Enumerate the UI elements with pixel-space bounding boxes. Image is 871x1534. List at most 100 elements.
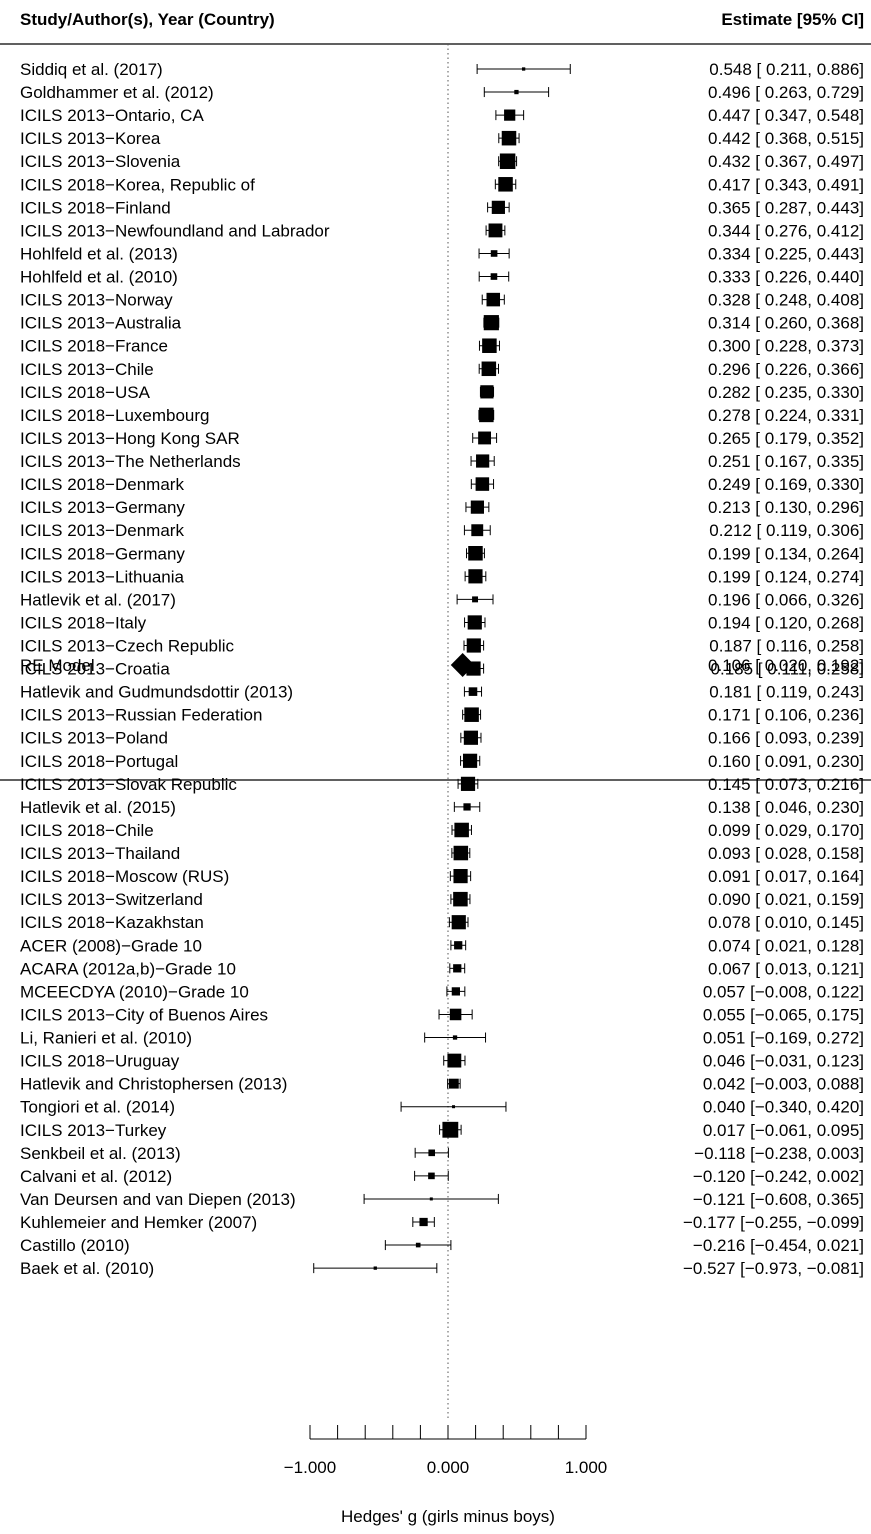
study-row: Hatlevik et al. (2017) 0.196 [ 0.066, 0.3… bbox=[20, 590, 864, 609]
study-row: ICILS 2013−Croatia 0.185 [ 0.111, 0.258] bbox=[20, 660, 864, 679]
study-label: ICILS 2013−Hong Kong SAR bbox=[20, 429, 240, 448]
estimate-point bbox=[490, 273, 498, 280]
study-label: ICILS 2013−Australia bbox=[20, 314, 182, 333]
estimate-ci-text: 0.282 [ 0.235, 0.330] bbox=[708, 383, 864, 402]
estimate-point bbox=[466, 638, 481, 653]
estimate-ci-text: 0.078 [ 0.010, 0.145] bbox=[708, 913, 864, 932]
estimate-point bbox=[475, 477, 490, 491]
study-label: ICILS 2013−The Netherlands bbox=[20, 452, 241, 471]
study-row: ICILS 2013−Poland 0.166 [ 0.093, 0.239] bbox=[20, 729, 864, 748]
study-row: Hohlfeld et al. (2013) 0.334 [ 0.225, 0.4… bbox=[20, 244, 864, 263]
x-tick-label: 1.000 bbox=[565, 1458, 608, 1477]
study-label: ICILS 2018−Moscow (RUS) bbox=[20, 867, 229, 886]
study-row: MCEECDYA (2010)−Grade 10 0.057 [−0.008, 0… bbox=[20, 982, 864, 1001]
estimate-ci-text: 0.334 [ 0.225, 0.443] bbox=[708, 244, 864, 263]
study-label: ICILS 2013−Croatia bbox=[20, 660, 170, 679]
study-row: ICILS 2018−Chile 0.099 [ 0.029, 0.170] bbox=[20, 821, 864, 840]
study-row: Senkbeil et al. (2013) −0.118 [−0.238, 0.… bbox=[20, 1144, 864, 1163]
summary-label: RE Model bbox=[20, 656, 95, 675]
study-row: Siddiq et al. (2017) 0.548 [ 0.211, 0.886… bbox=[20, 60, 864, 79]
study-row: Goldhammer et al. (2012) 0.496 [ 0.263, 0… bbox=[20, 83, 864, 102]
study-row: ICILS 2018−Kazakhstan 0.078 [ 0.010, 0.14… bbox=[20, 913, 864, 932]
estimate-point bbox=[449, 1008, 462, 1021]
x-tick-label: 0.000 bbox=[427, 1458, 470, 1477]
estimate-point bbox=[453, 845, 469, 861]
study-row: Tongiori et al. (2014) 0.040 [−0.340, 0.4… bbox=[20, 1098, 864, 1117]
study-row: ICILS 2013−Lithuania 0.199 [ 0.124, 0.274… bbox=[20, 567, 864, 586]
study-row: ICILS 2018−France 0.300 [ 0.228, 0.373] bbox=[20, 337, 864, 356]
estimate-point bbox=[463, 803, 471, 811]
estimate-ci-text: 0.296 [ 0.226, 0.366] bbox=[708, 360, 864, 379]
study-row: ICILS 2018−USA 0.282 [ 0.235, 0.330] bbox=[20, 383, 864, 402]
estimate-point bbox=[448, 1078, 459, 1089]
estimate-point bbox=[486, 292, 501, 307]
estimate-point bbox=[468, 546, 483, 561]
study-label: ICILS 2013−Slovenia bbox=[20, 152, 181, 171]
study-label: Tongiori et al. (2014) bbox=[20, 1098, 175, 1117]
study-row: ICILS 2013−Korea 0.442 [ 0.368, 0.515] bbox=[20, 129, 864, 148]
study-label: ICILS 2013−Lithuania bbox=[20, 567, 185, 586]
study-label: Hatlevik et al. (2017) bbox=[20, 590, 176, 609]
estimate-ci-text: 0.496 [ 0.263, 0.729] bbox=[708, 83, 864, 102]
estimate-point bbox=[460, 776, 476, 791]
study-row: ICILS 2013−Australia 0.314 [ 0.260, 0.368… bbox=[20, 314, 864, 333]
study-row: ICILS 2018−Moscow (RUS) 0.091 [ 0.017, 0.… bbox=[20, 867, 864, 886]
study-label: Kuhlemeier and Hemker (2007) bbox=[20, 1213, 257, 1232]
study-label: ICILS 2018−Uruguay bbox=[20, 1052, 180, 1071]
estimate-point bbox=[373, 1266, 377, 1270]
study-label: ICILS 2018−Italy bbox=[20, 613, 147, 632]
study-label: ICILS 2013−Denmark bbox=[20, 521, 184, 540]
estimate-point bbox=[428, 1149, 436, 1157]
estimate-ci-text: 0.171 [ 0.106, 0.236] bbox=[708, 706, 864, 725]
study-label: Van Deursen and van Diepen (2013) bbox=[20, 1190, 296, 1209]
study-label: Castillo (2010) bbox=[20, 1236, 130, 1255]
estimate-ci-text: 0.314 [ 0.260, 0.368] bbox=[708, 314, 864, 333]
study-label: ACER (2008)−Grade 10 bbox=[20, 936, 202, 955]
x-tick-label: −1.000 bbox=[284, 1458, 336, 1477]
study-label: ICILS 2013−Russian Federation bbox=[20, 706, 262, 725]
estimate-point bbox=[501, 130, 517, 146]
estimate-point bbox=[467, 615, 482, 630]
x-axis-label: Hedges' g (girls minus boys) bbox=[341, 1507, 555, 1526]
estimate-ci-text: 0.090 [ 0.021, 0.159] bbox=[708, 890, 864, 909]
study-label: Hatlevik et al. (2015) bbox=[20, 798, 176, 817]
study-row: ICILS 2018−Korea, Republic of 0.417 [ 0.3… bbox=[20, 175, 864, 194]
study-label: ICILS 2013−Poland bbox=[20, 729, 168, 748]
estimate-ci-text: −0.118 [−0.238, 0.003] bbox=[694, 1144, 864, 1163]
study-label: ICILS 2013−Chile bbox=[20, 360, 154, 379]
estimate-ci-text: 0.447 [ 0.347, 0.548] bbox=[708, 106, 864, 125]
study-rows: Siddiq et al. (2017) 0.548 [ 0.211, 0.886… bbox=[20, 60, 864, 1278]
estimate-point bbox=[468, 687, 478, 696]
estimate-point bbox=[482, 338, 497, 353]
estimate-point bbox=[464, 707, 479, 722]
estimate-point bbox=[488, 223, 503, 238]
estimate-point bbox=[428, 1172, 435, 1180]
study-label: ICILS 2018−Portugal bbox=[20, 752, 178, 771]
study-label: ICILS 2013−Germany bbox=[20, 498, 185, 517]
estimate-ci-text: 0.055 [−0.065, 0.175] bbox=[703, 1005, 864, 1024]
estimate-ci-text: −0.120 [−0.242, 0.002] bbox=[693, 1167, 864, 1186]
study-row: Castillo (2010) −0.216 [−0.454, 0.021] bbox=[20, 1236, 864, 1255]
estimate-ci-text: 0.099 [ 0.029, 0.170] bbox=[708, 821, 864, 840]
study-row: ICILS 2013−Switzerland 0.090 [ 0.021, 0.1… bbox=[20, 890, 864, 909]
study-row: ICILS 2013−Russian Federation 0.171 [ 0.1… bbox=[20, 706, 864, 725]
study-row: ACARA (2012a,b)−Grade 10 0.067 [ 0.013, 0… bbox=[20, 959, 864, 978]
estimate-point bbox=[419, 1217, 428, 1227]
study-row: ICILS 2018−Germany 0.199 [ 0.134, 0.264] bbox=[20, 544, 864, 563]
estimate-point bbox=[453, 869, 468, 884]
study-label: ICILS 2013−Newfoundland and Labrador bbox=[20, 221, 330, 240]
study-row: ICILS 2018−Italy 0.194 [ 0.120, 0.268] bbox=[20, 613, 864, 632]
study-row: Hatlevik and Gudmundsdottir (2013) 0.181 … bbox=[20, 683, 864, 702]
study-row: ICILS 2018−Luxembourg 0.278 [ 0.224, 0.33… bbox=[20, 406, 864, 425]
study-row: ICILS 2013−Slovenia 0.432 [ 0.367, 0.497] bbox=[20, 152, 864, 171]
estimate-ci-text: 0.074 [ 0.021, 0.128] bbox=[708, 936, 864, 955]
estimate-point bbox=[470, 500, 484, 514]
estimate-ci-text: 0.185 [ 0.111, 0.258] bbox=[711, 660, 864, 679]
estimate-point bbox=[454, 941, 463, 950]
header-right: Estimate [95% CI] bbox=[721, 10, 864, 29]
estimate-point bbox=[415, 1242, 421, 1248]
study-label: ICILS 2018−Germany bbox=[20, 544, 185, 563]
estimate-point bbox=[463, 730, 479, 745]
estimate-point bbox=[452, 1105, 456, 1109]
estimate-ci-text: 0.344 [ 0.276, 0.412] bbox=[708, 221, 864, 240]
